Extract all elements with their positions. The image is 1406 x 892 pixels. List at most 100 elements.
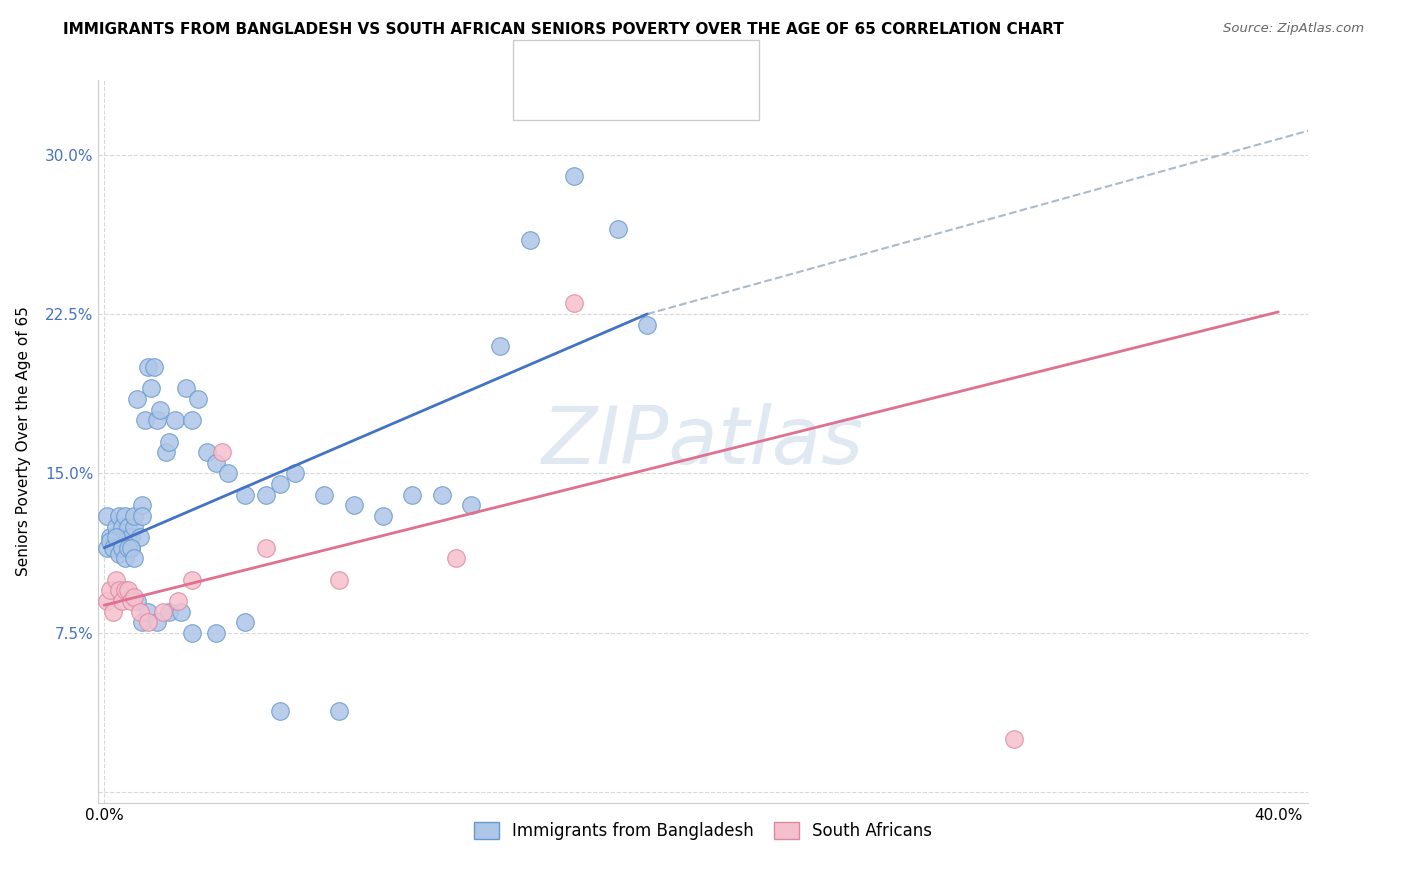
Text: ZIPatlas: ZIPatlas bbox=[541, 402, 865, 481]
Text: N =: N = bbox=[641, 88, 678, 106]
Point bbox=[155, 445, 177, 459]
Point bbox=[101, 541, 124, 555]
Point bbox=[401, 488, 423, 502]
Point bbox=[187, 392, 209, 406]
Point bbox=[120, 541, 142, 555]
Point bbox=[128, 530, 150, 544]
Point bbox=[169, 605, 191, 619]
Point bbox=[114, 551, 136, 566]
Text: N =: N = bbox=[641, 54, 678, 72]
Point bbox=[562, 169, 585, 183]
Point bbox=[254, 488, 277, 502]
Point bbox=[1002, 732, 1025, 747]
Point bbox=[105, 573, 128, 587]
Point bbox=[136, 360, 159, 375]
Point bbox=[105, 519, 128, 533]
Point bbox=[136, 605, 159, 619]
Point bbox=[117, 530, 139, 544]
Point bbox=[122, 508, 145, 523]
Point bbox=[120, 530, 142, 544]
Point bbox=[96, 541, 118, 555]
Point bbox=[204, 456, 226, 470]
Point bbox=[157, 434, 180, 449]
Point bbox=[131, 615, 153, 630]
Point bbox=[328, 705, 350, 719]
Point bbox=[343, 498, 366, 512]
Point bbox=[328, 573, 350, 587]
Point bbox=[636, 318, 658, 332]
Point bbox=[166, 594, 188, 608]
Point bbox=[114, 583, 136, 598]
Point bbox=[314, 488, 336, 502]
Point bbox=[176, 381, 198, 395]
Point bbox=[204, 625, 226, 640]
Point bbox=[284, 467, 307, 481]
Point bbox=[430, 488, 453, 502]
Point bbox=[108, 547, 131, 561]
Point bbox=[117, 541, 139, 555]
Point bbox=[101, 541, 124, 555]
Point bbox=[181, 573, 204, 587]
Point bbox=[181, 625, 204, 640]
Point bbox=[519, 233, 541, 247]
Point bbox=[157, 605, 180, 619]
Point bbox=[233, 488, 256, 502]
Point bbox=[149, 402, 172, 417]
Point bbox=[111, 519, 134, 533]
Point bbox=[101, 605, 124, 619]
Text: Source: ZipAtlas.com: Source: ZipAtlas.com bbox=[1223, 22, 1364, 36]
Point bbox=[141, 381, 163, 395]
Point bbox=[146, 615, 169, 630]
Point bbox=[98, 583, 121, 598]
Point bbox=[108, 530, 131, 544]
Point bbox=[489, 339, 512, 353]
Point bbox=[143, 360, 166, 375]
Point bbox=[446, 551, 468, 566]
Text: R =: R = bbox=[564, 88, 600, 106]
Point bbox=[96, 508, 118, 523]
Point bbox=[98, 530, 121, 544]
Point bbox=[134, 413, 156, 427]
Point bbox=[181, 413, 204, 427]
Text: 0.531: 0.531 bbox=[589, 88, 641, 106]
Point bbox=[125, 392, 148, 406]
Point bbox=[128, 605, 150, 619]
Point bbox=[122, 590, 145, 604]
Point bbox=[111, 541, 134, 555]
Point bbox=[136, 615, 159, 630]
Text: 71: 71 bbox=[666, 54, 689, 72]
Point bbox=[233, 615, 256, 630]
Point bbox=[195, 445, 218, 459]
Point bbox=[562, 296, 585, 310]
Point bbox=[105, 530, 128, 544]
Point bbox=[108, 508, 131, 523]
Point bbox=[117, 583, 139, 598]
Text: R =: R = bbox=[564, 54, 600, 72]
Point bbox=[125, 594, 148, 608]
Point bbox=[120, 594, 142, 608]
Point bbox=[146, 413, 169, 427]
Point bbox=[269, 477, 291, 491]
Point bbox=[131, 508, 153, 523]
Point bbox=[117, 519, 139, 533]
Point bbox=[122, 551, 145, 566]
Point bbox=[114, 508, 136, 523]
Legend: Immigrants from Bangladesh, South Africans: Immigrants from Bangladesh, South Africa… bbox=[465, 814, 941, 848]
Point bbox=[371, 508, 394, 523]
Point bbox=[122, 519, 145, 533]
Point bbox=[114, 530, 136, 544]
Text: 21: 21 bbox=[666, 88, 689, 106]
Point bbox=[111, 541, 134, 555]
Point bbox=[96, 594, 118, 608]
Point bbox=[98, 534, 121, 549]
Point bbox=[131, 498, 153, 512]
Point bbox=[120, 541, 142, 555]
Point bbox=[163, 413, 186, 427]
Text: 0.386: 0.386 bbox=[589, 54, 641, 72]
Point bbox=[152, 605, 174, 619]
Y-axis label: Seniors Poverty Over the Age of 65: Seniors Poverty Over the Age of 65 bbox=[17, 307, 31, 576]
Point bbox=[606, 222, 628, 236]
Point bbox=[211, 445, 233, 459]
Point bbox=[460, 498, 482, 512]
Text: IMMIGRANTS FROM BANGLADESH VS SOUTH AFRICAN SENIORS POVERTY OVER THE AGE OF 65 C: IMMIGRANTS FROM BANGLADESH VS SOUTH AFRI… bbox=[63, 22, 1064, 37]
